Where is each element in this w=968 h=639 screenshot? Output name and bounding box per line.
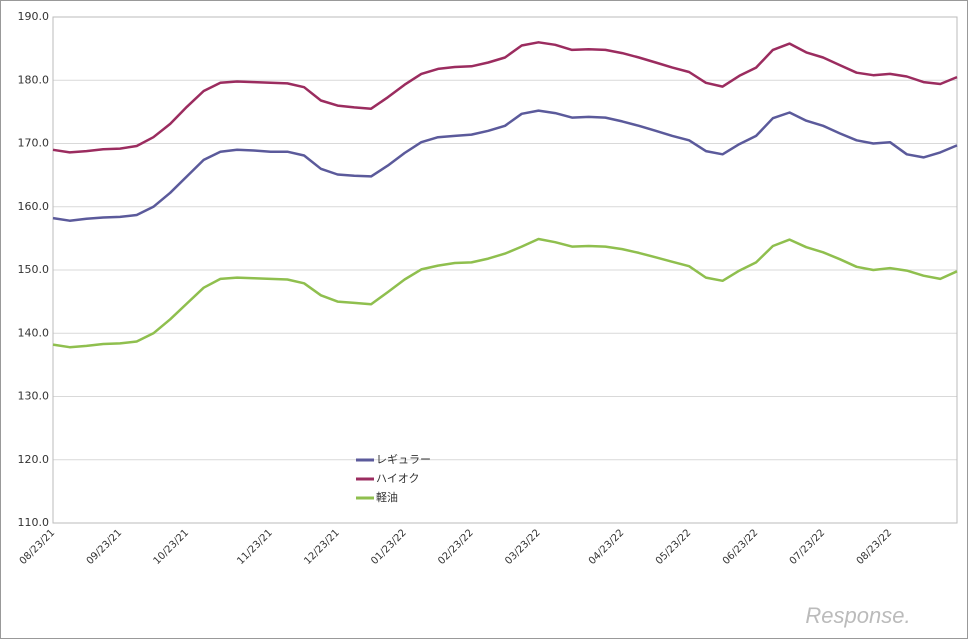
- x-tick-label: 10/23/21: [152, 527, 192, 567]
- y-tick-label: 180.0: [18, 73, 50, 86]
- legend-label: ハイオク: [376, 472, 420, 485]
- y-tick-label: 110.0: [18, 516, 50, 529]
- legend-label: 軽油: [376, 490, 398, 504]
- y-tick-label: 160.0: [18, 200, 50, 213]
- x-tick-label: 03/23/22: [503, 527, 543, 567]
- y-tick-label: 170.0: [18, 137, 50, 150]
- y-tick-label: 140.0: [18, 326, 50, 339]
- x-tick-label: 06/23/22: [721, 527, 761, 567]
- x-tick-label: 08/23/21: [18, 527, 58, 567]
- y-tick-label: 130.0: [18, 390, 50, 403]
- x-tick-label: 05/23/22: [654, 527, 694, 567]
- legend-label: レギュラー: [376, 453, 431, 466]
- series-line: [52, 109, 958, 222]
- x-tick-label: 08/23/22: [855, 527, 895, 567]
- y-tick-label: 150.0: [18, 263, 50, 276]
- x-tick-label: 02/23/22: [436, 527, 476, 567]
- x-tick-label: 09/23/21: [85, 527, 125, 567]
- y-tick-label: 120.0: [18, 453, 50, 466]
- y-tick-label: 190.0: [18, 10, 50, 23]
- x-tick-label: 12/23/21: [302, 527, 342, 567]
- plot-border: [52, 16, 958, 524]
- series-line: [52, 237, 958, 349]
- x-tick-label: 01/23/22: [369, 527, 409, 567]
- x-tick-label: 07/23/22: [788, 527, 828, 567]
- x-tick-label: 04/23/22: [587, 527, 627, 567]
- series-line: [52, 41, 958, 154]
- watermark: Response.: [805, 603, 910, 628]
- x-tick-label: 11/23/21: [235, 527, 275, 567]
